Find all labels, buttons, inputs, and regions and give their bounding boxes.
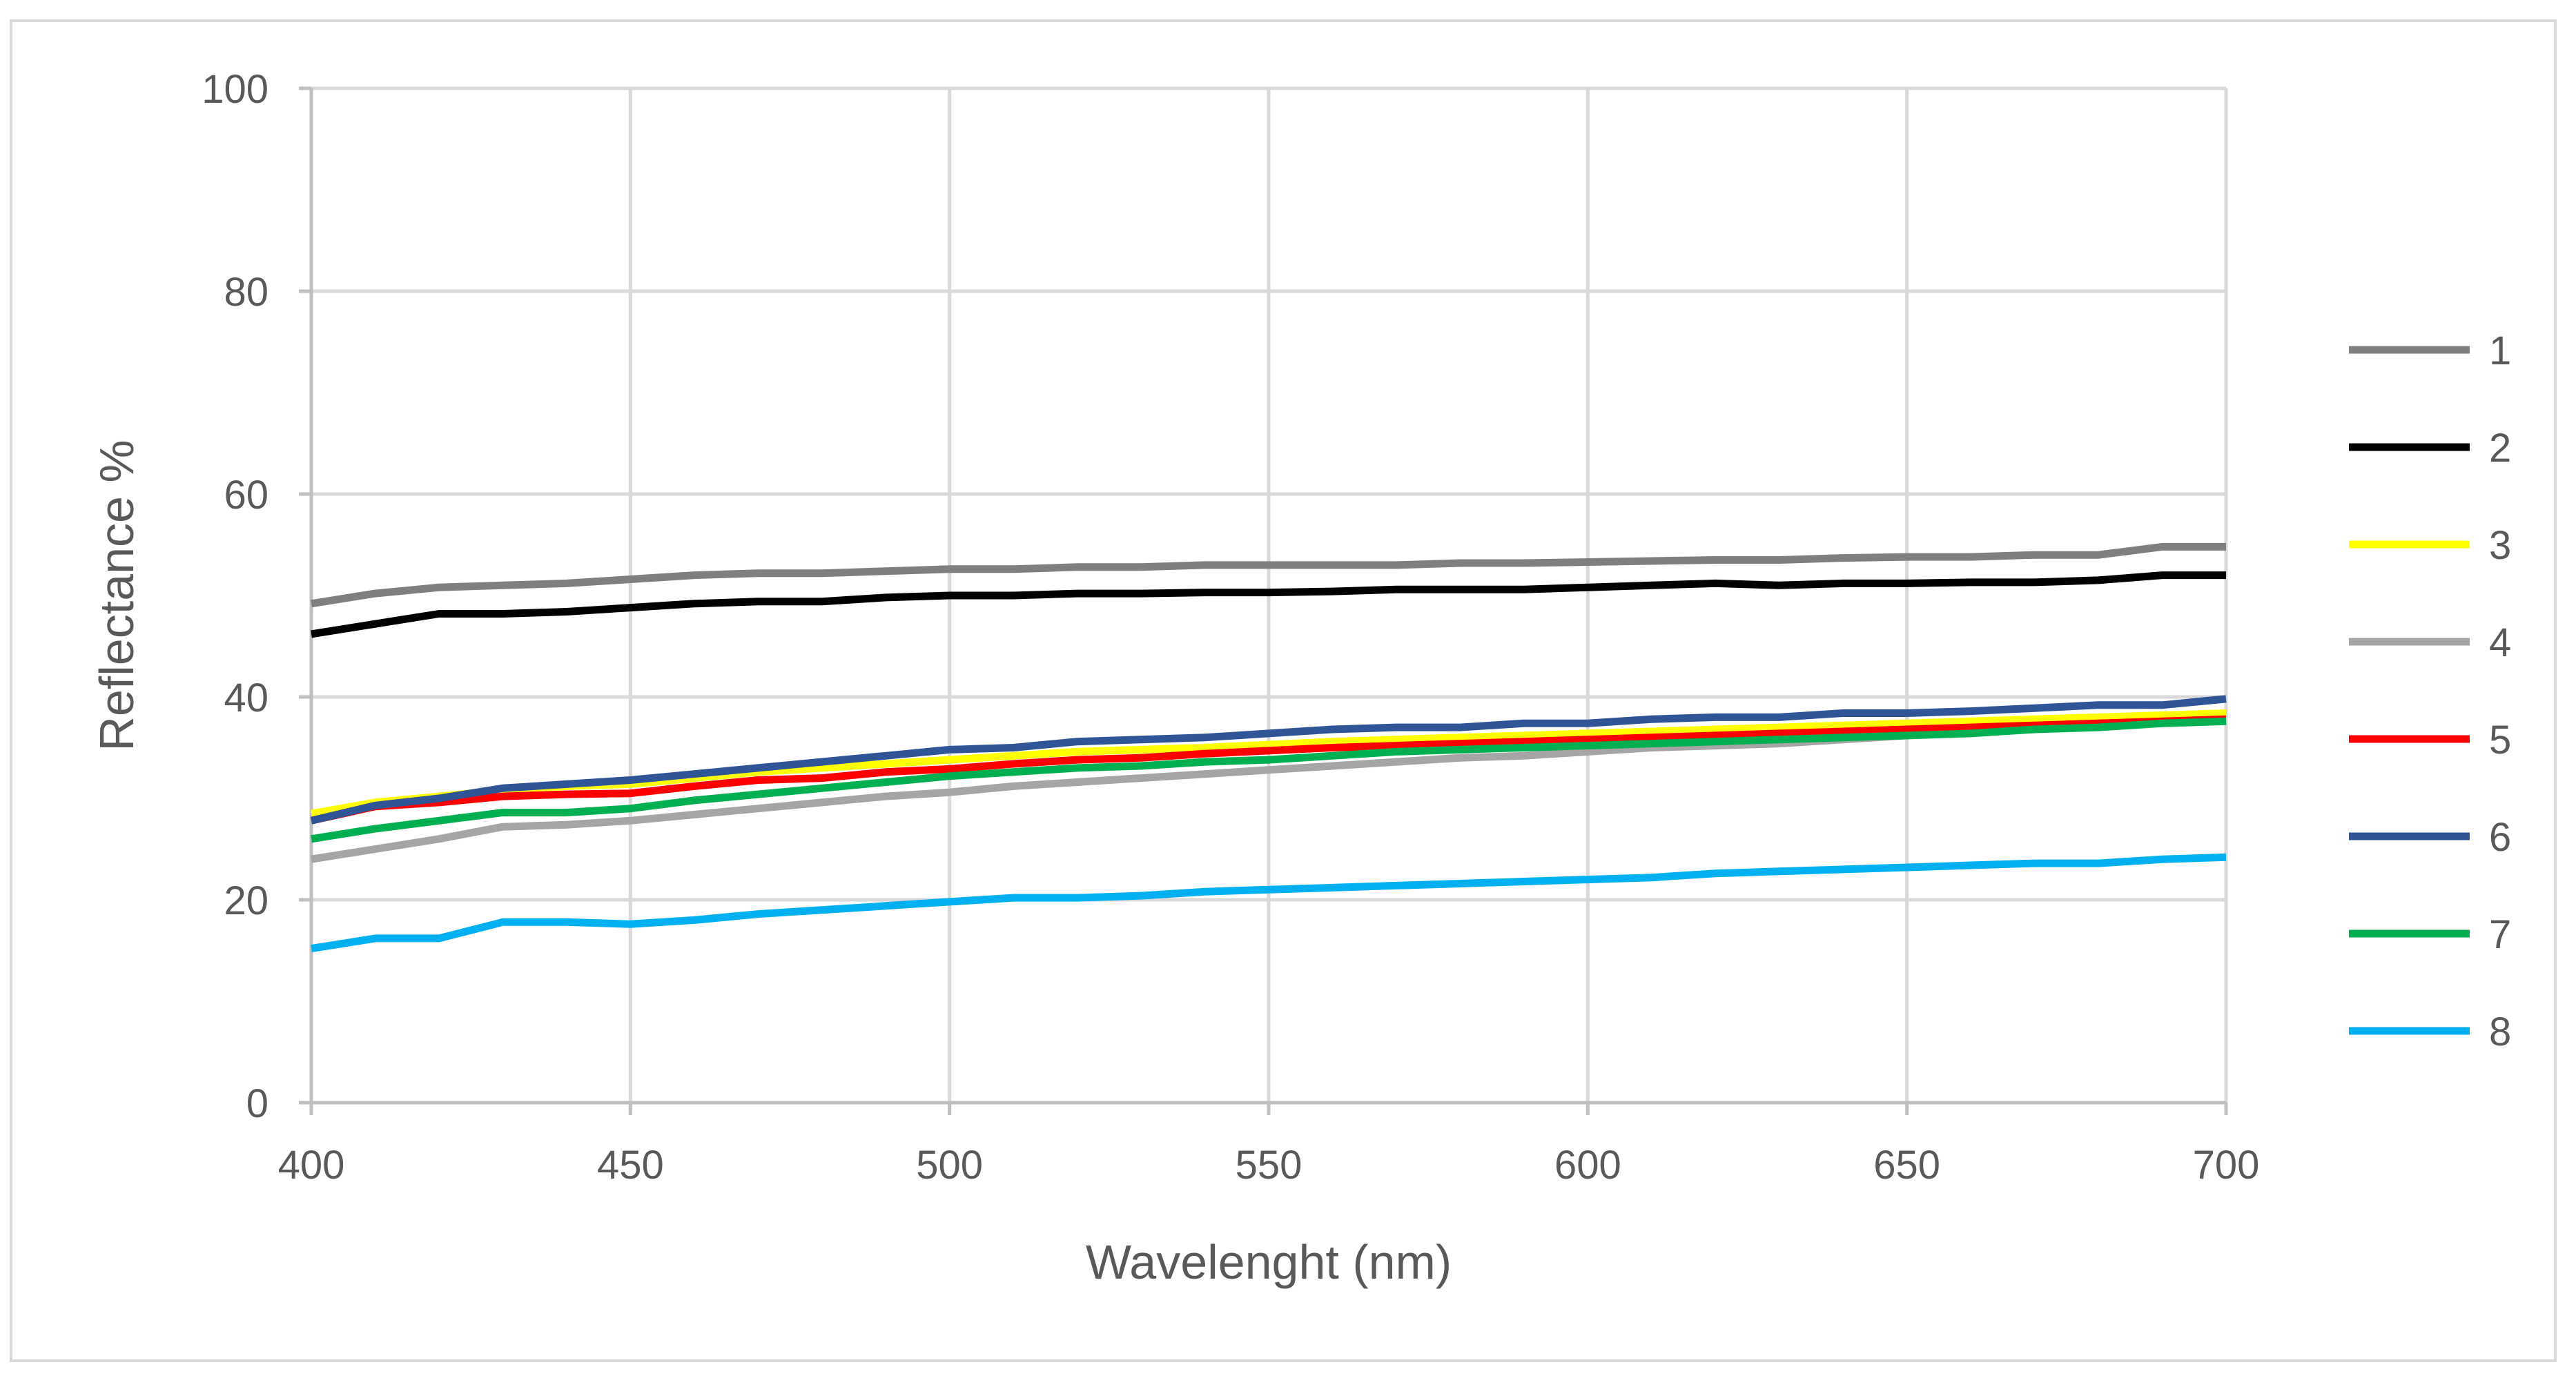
legend-label-3: 3	[2489, 523, 2511, 568]
y-tick-label-20: 20	[224, 878, 269, 923]
line-chart: 0 20 40 60 80 100 400 450 500 550 600 650 700 Wavele…	[90, 67, 2511, 1289]
legend-label-4: 4	[2489, 620, 2511, 665]
x-tick-label-550: 550	[1236, 1143, 1302, 1188]
x-tick-label-500: 500	[916, 1143, 983, 1188]
x-tick-label-450: 450	[597, 1143, 664, 1188]
grid-lines	[311, 86, 2228, 1103]
y-tick-label-80: 80	[224, 270, 269, 315]
y-axis-title: Reflectance %	[90, 440, 144, 751]
legend-label-2: 2	[2489, 426, 2511, 471]
tick-labels: 0 20 40 60 80 100 400 450 500 550 600 650 700	[202, 67, 2259, 1188]
chart-frame: 0 20 40 60 80 100 400 450 500 550 600 650 700 Wavele…	[10, 19, 2557, 1362]
legend-label-7: 7	[2489, 912, 2511, 957]
series-line-7	[311, 717, 2227, 843]
axes	[299, 86, 2228, 1115]
legend-label-1: 1	[2489, 328, 2511, 373]
legend: 1 2 3 4 5 6 7 8	[2349, 328, 2511, 1054]
legend-label-5: 5	[2489, 718, 2511, 762]
legend-label-8: 8	[2489, 1010, 2511, 1054]
series-line-3	[311, 709, 2227, 818]
series-line-5	[310, 715, 2227, 825]
y-tick-label-0: 0	[246, 1081, 269, 1126]
y-tick-label-40: 40	[224, 676, 269, 720]
x-tick-label-400: 400	[278, 1143, 345, 1188]
series-lines	[310, 542, 2227, 953]
x-tick-label-600: 600	[1554, 1143, 1621, 1188]
x-tick-label-700: 700	[2193, 1143, 2260, 1188]
series-line-2	[311, 571, 2226, 638]
series-line-1	[311, 542, 2226, 608]
series-line-8	[311, 853, 2227, 953]
x-tick-label-650: 650	[1873, 1143, 1940, 1188]
y-tick-label-60: 60	[224, 473, 269, 518]
series-line-6	[310, 695, 2227, 825]
x-axis-title: Wavelenght (nm)	[1086, 1235, 1452, 1289]
legend-label-6: 6	[2489, 815, 2511, 860]
y-tick-label-100: 100	[202, 67, 269, 112]
